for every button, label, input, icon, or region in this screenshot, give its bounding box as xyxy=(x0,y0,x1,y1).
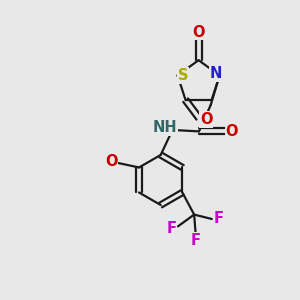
Text: NH: NH xyxy=(152,120,177,135)
Text: O: O xyxy=(192,25,205,40)
Text: F: F xyxy=(190,233,201,248)
Text: N: N xyxy=(210,67,222,82)
Text: O: O xyxy=(200,112,212,127)
Text: F: F xyxy=(213,212,223,226)
Text: O: O xyxy=(105,154,117,169)
Text: S: S xyxy=(178,68,188,83)
Text: F: F xyxy=(167,221,176,236)
Text: O: O xyxy=(226,124,238,139)
